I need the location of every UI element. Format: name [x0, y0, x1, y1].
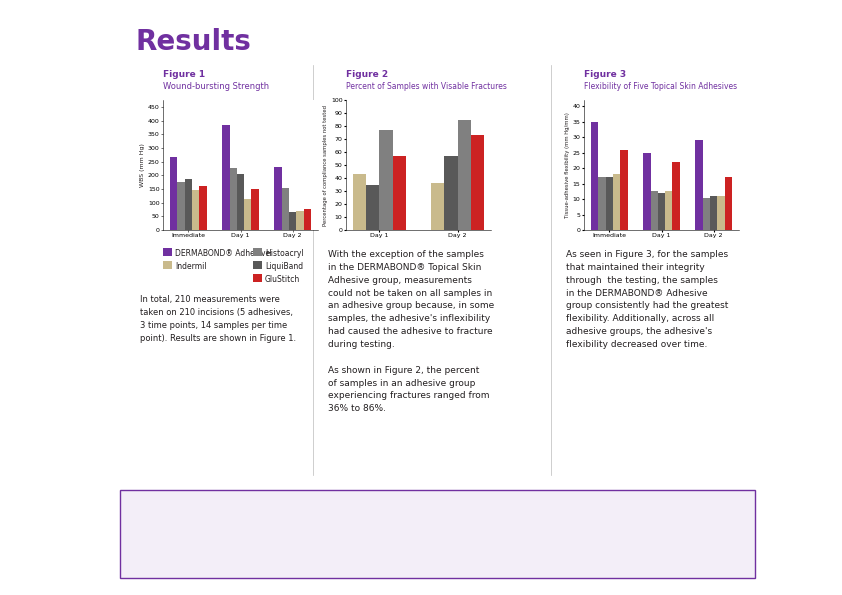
Bar	[621, 149, 627, 230]
Text: Indermil: Indermil	[175, 262, 206, 271]
Bar	[673, 162, 679, 230]
Bar	[353, 174, 366, 230]
Bar	[304, 209, 311, 230]
Bar	[605, 177, 613, 230]
Bar	[192, 190, 200, 230]
Text: With the exception of the samples
in the DERMABOND® Topical Skin
Adhesive group,: With the exception of the samples in the…	[328, 250, 494, 413]
Bar	[274, 167, 282, 230]
Bar	[170, 158, 178, 230]
Text: Conclusion: Conclusion	[134, 498, 270, 518]
Bar	[366, 184, 379, 230]
Text: Histoacryl: Histoacryl	[265, 249, 304, 258]
Y-axis label: Percentage of compliance samples not tested: Percentage of compliance samples not tes…	[323, 105, 328, 226]
Bar	[458, 120, 471, 230]
Bar	[591, 121, 599, 230]
Bar	[710, 196, 717, 230]
Y-axis label: Tissue-adhesive flexibility (mm Hg/mm): Tissue-adhesive flexibility (mm Hg/mm)	[565, 112, 570, 218]
Bar	[703, 198, 710, 230]
Text: GluStitch: GluStitch	[265, 275, 301, 284]
Bar	[431, 183, 445, 230]
Bar	[725, 177, 732, 230]
Bar	[599, 177, 605, 230]
Text: LiquiBand: LiquiBand	[265, 262, 303, 271]
Bar	[244, 199, 252, 230]
Text: Figure 1: Figure 1	[163, 70, 205, 79]
Text: Flexibility of Five Topical Skin Adhesives: Flexibility of Five Topical Skin Adhesiv…	[584, 82, 737, 91]
Bar	[717, 196, 725, 230]
Text: The results of this study demonstrate that DERMABOND® Adhesive was significantly: The results of this study demonstrate th…	[134, 532, 645, 557]
Bar	[252, 189, 258, 230]
Text: Figure 3: Figure 3	[584, 70, 626, 79]
Bar	[665, 192, 673, 230]
Bar	[230, 168, 237, 230]
Bar	[184, 179, 192, 230]
Bar	[178, 182, 184, 230]
Bar	[289, 212, 296, 230]
Bar	[237, 174, 244, 230]
Bar	[379, 130, 392, 230]
Y-axis label: WBS (mm Hg): WBS (mm Hg)	[140, 143, 145, 187]
Bar	[643, 153, 651, 230]
Bar	[658, 193, 665, 230]
Text: DERMABOND® Adhesive: DERMABOND® Adhesive	[175, 249, 270, 258]
Bar	[445, 156, 458, 230]
Text: Results: Results	[135, 28, 251, 56]
Text: Wound-bursting Strength: Wound-bursting Strength	[163, 82, 269, 91]
Bar	[200, 186, 206, 230]
Bar	[282, 187, 289, 230]
Bar	[651, 192, 658, 230]
Bar	[296, 211, 304, 230]
Bar	[695, 140, 703, 230]
Bar	[222, 124, 230, 230]
Bar	[613, 174, 621, 230]
Text: As seen in Figure 3, for the samples
that maintained their integrity
through  th: As seen in Figure 3, for the samples tha…	[566, 250, 728, 349]
Bar	[471, 135, 484, 230]
Text: Figure 2: Figure 2	[346, 70, 388, 79]
Text: Percent of Samples with Visable Fractures: Percent of Samples with Visable Fracture…	[346, 82, 507, 91]
Text: In total, 210 measurements were
taken on 210 incisions (5 adhesives,
3 time poin: In total, 210 measurements were taken on…	[140, 295, 296, 343]
Bar	[392, 156, 406, 230]
